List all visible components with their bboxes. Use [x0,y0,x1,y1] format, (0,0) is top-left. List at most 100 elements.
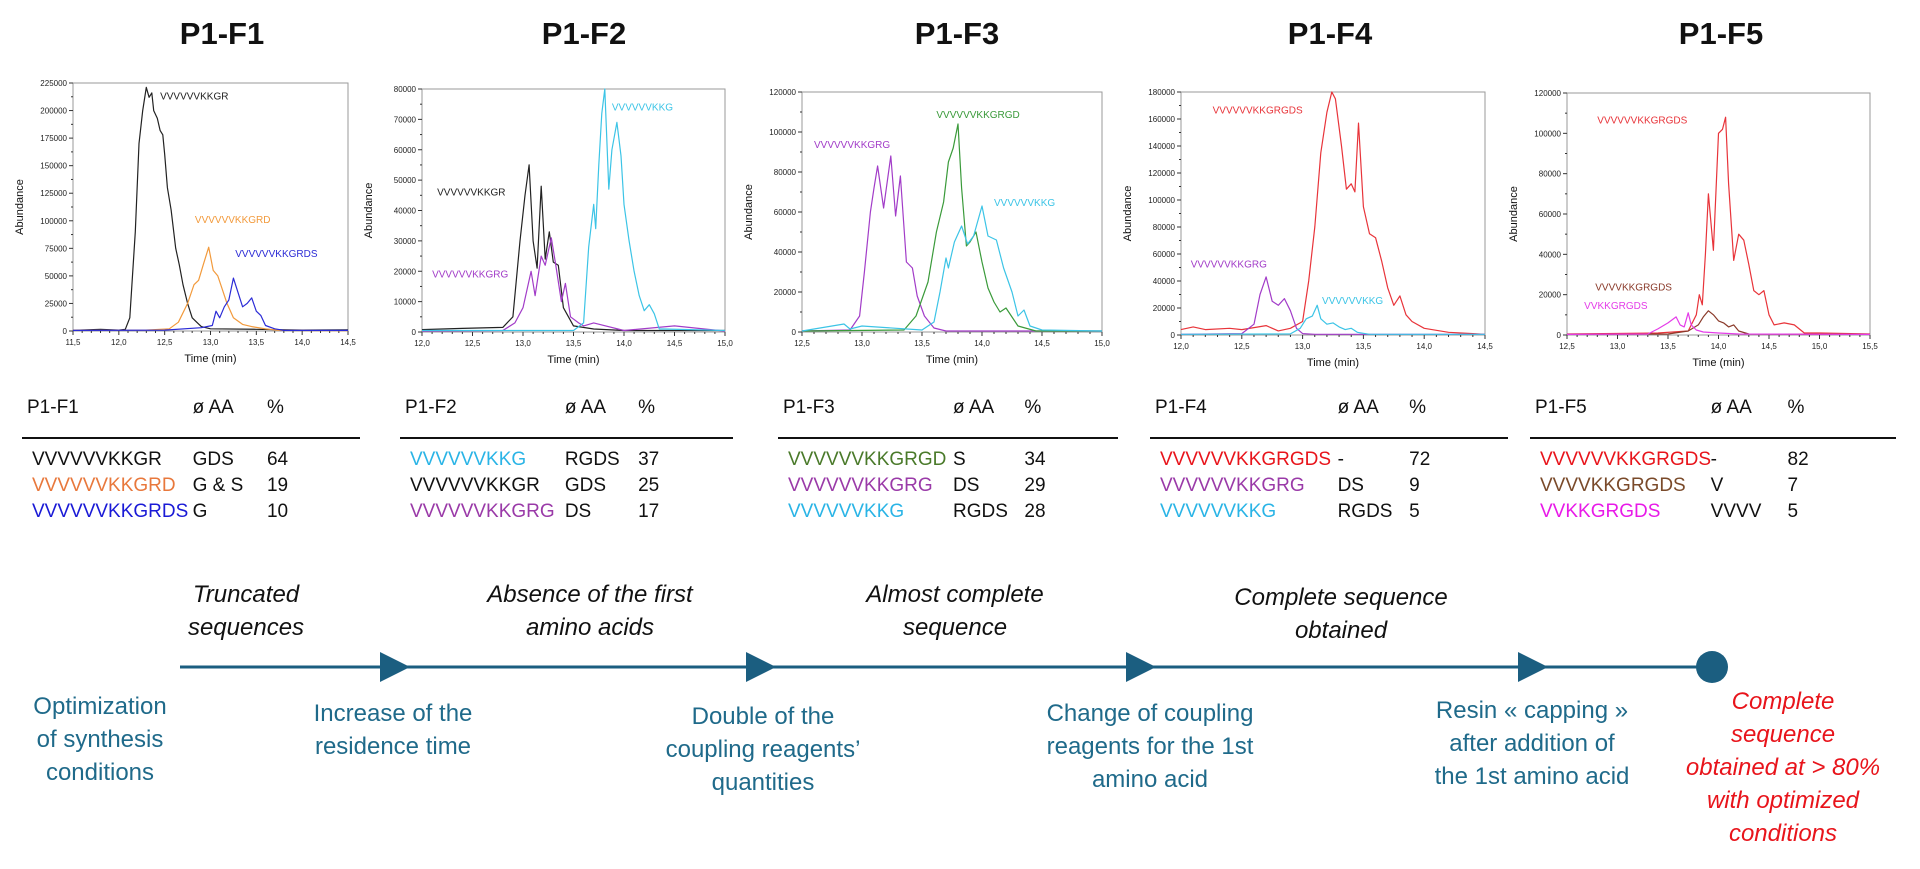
y-tick-label: 150000 [40,162,67,171]
sequence-cell: VVVVKKGRGDS [1540,475,1686,496]
timeline-arrow-2 [746,652,776,682]
x-tick-label: 12,5 [1234,342,1250,351]
percent-cell: 17 [638,501,660,522]
final-line: with optimized [1706,787,1860,814]
y-tick-label: 0 [1171,331,1176,340]
missing-aa-cell: DS [564,501,592,522]
x-tick-label: 12,5 [1559,342,1575,351]
series-line-vvvvvvkkg [1180,304,1485,335]
x-tick-label: 13,0 [1295,342,1311,351]
final-line: conditions [1728,820,1838,847]
y-tick-label: 0 [63,327,68,336]
table-header-col2: ø AA [1337,397,1379,418]
percent-cell: 29 [1024,475,1046,496]
missing-aa-cell: RGDS [953,501,1008,522]
series-label: VVVVVVKKG [1322,296,1383,307]
table-row: VVVVVVKKG RGDS 37 [400,449,733,475]
table-row: VVVVVVKKG RGDS 28 [778,501,1118,527]
series-line-vvvvvvkkgrd [72,246,349,332]
outcome-complete: Complete sequence obtained [1234,581,1447,647]
series-label: VVVVVVKKGR [437,187,505,198]
x-tick-label: 13,0 [854,339,870,348]
x-tick-label: 15,0 [1812,342,1828,351]
sequence-cell: VVVVVVKKGRGDS [1540,449,1712,470]
missing-aa-cell: RGDS [1337,501,1393,522]
missing-aa-cell: - [1337,449,1344,470]
series-line-vvvvvvkkgrds [72,277,348,331]
y-tick-label: 20000 [1153,304,1176,313]
table-row: VVVVVVKKGRGDS - 72 [1150,449,1508,475]
y-tick-label: 80000 [774,168,797,177]
outcome-line: Absence of the first [487,581,693,608]
y-tick-label: 50000 [394,176,417,185]
percent-cell: 7 [1787,475,1799,496]
outcome-line: Truncated [192,581,300,608]
y-tick-label: 60000 [394,146,417,155]
action-line: residence time [314,733,472,760]
y-tick-label: 120000 [1534,89,1561,98]
sequence-cell: VVKKGRGDS [1540,501,1661,522]
table-row: VVVVVVKKGRGDS - 82 [1530,449,1896,475]
table-row: VVVVVVKKGR GDS 25 [400,475,733,501]
outcome-almost-complete: Almost complete sequence [866,578,1043,644]
missing-aa-cell: GDS [564,475,607,496]
y-tick-label: 80000 [1153,223,1176,232]
series-label: VVVVVVKKGRDS [235,249,318,260]
sequence-cell: VVVVVVKKGRG [788,475,933,496]
percent-cell: 9 [1409,475,1420,496]
percent-cell: 82 [1787,449,1809,470]
series-line-vvvvvvkkgr [72,86,349,331]
series-label: VVVVVVKKGRGD [936,110,1019,121]
y-tick-label: 40000 [394,207,417,216]
series-line-vvvvvvkkgr [421,164,725,332]
percent-cell: 37 [638,449,660,470]
x-axis-title: Time (min) [184,353,236,365]
y-tick-label: 0 [1557,331,1562,340]
sequence-cell: VVVVVVKKGRDS [32,501,189,522]
series-line-vvvvvvkkgrgd [801,123,1102,332]
series-line-vvvvvvkkgrgds [1566,116,1871,335]
action-line: Resin « capping » [1435,697,1629,724]
y-tick-label: 75000 [45,244,68,253]
missing-aa-cell: RGDS [564,449,620,470]
table-header: P1-F2 ø AA% [400,397,733,435]
series-label: VVVVKKGRGDS [1595,283,1672,294]
table-row: VVVVVVKKG RGDS 5 [1150,501,1508,527]
sequence-cell: VVVVVVKKGRG [410,501,555,522]
chromatogram-p1-f4: 0 20000 40000 60000 80000 100000 120000 140000 1… [1122,88,1493,369]
outcome-line: sequences [187,614,305,641]
table-rule [778,437,1118,439]
x-tick-label: 13,5 [1660,342,1676,351]
y-tick-label: 80000 [394,85,417,94]
sequence-cell: VVVVVVKKGRD [32,475,176,496]
missing-aa-cell: V [1710,475,1724,496]
y-tick-label: 175000 [40,134,67,143]
sequence-cell: VVVVVVKKG [1160,501,1277,522]
y-tick-label: 80000 [1539,170,1562,179]
y-tick-label: 40000 [1539,250,1562,259]
y-axis-title: Abundance [14,179,26,235]
missing-aa-cell: S [953,449,966,470]
composition-table-p1-f5: P1-F5 ø AA% VVVVVVKKGRGDS -82 VVVVKKGRGDS V 7 V… [1530,397,1896,522]
missing-aa-cell: G & S [192,475,244,496]
x-axis-title: Time (min) [1307,357,1359,369]
y-tick-label: 100000 [1534,129,1561,138]
y-tick-label: 60000 [1153,250,1176,259]
x-tick-label: 13,0 [515,339,531,348]
action-resin-capping: Resin « capping » after addition of the … [1435,694,1630,793]
x-tick-label: 14,0 [294,338,310,347]
action-line: conditions [45,759,155,786]
action-line: Optimization [33,693,167,720]
action-line: coupling reagents’ [665,736,861,763]
y-tick-label: 20000 [1539,291,1562,300]
composition-table-p1-f2: P1-F2 ø AA% VVVVVVKKG RG DS 37 VVVVVVKKGR GDS 25… [400,397,733,522]
action-line: quantities [711,769,815,796]
action-line: the 1st amino acid [1434,763,1630,790]
y-tick-label: 20000 [774,288,797,297]
percent-cell: 28 [1024,501,1046,522]
table-header-col3: % [1787,397,1805,418]
composition-table-p1-f1: P1-F1 ø AA% VVVVVVKKGR GDS 64 VVVVVVKKGRD G & … [22,397,360,522]
table-rule [400,437,733,439]
table-header: P1-F3 ø AA% [778,397,1118,435]
